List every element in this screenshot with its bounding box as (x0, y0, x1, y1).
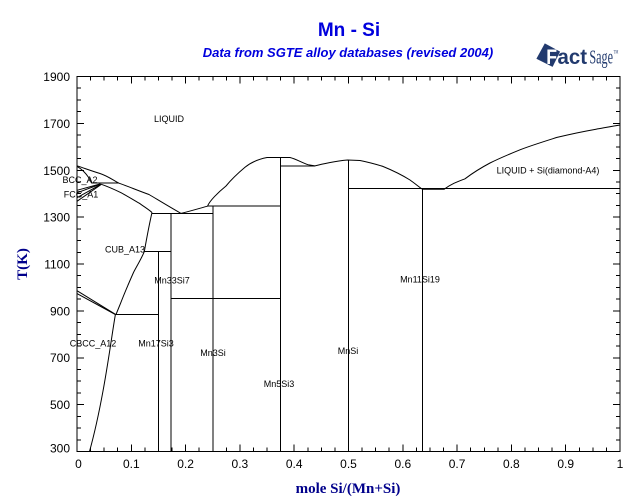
svg-text:0.6: 0.6 (394, 457, 411, 471)
svg-text:1700: 1700 (43, 117, 70, 131)
svg-text:300: 300 (50, 442, 70, 456)
svg-text:F: F (546, 46, 557, 69)
svg-text:1300: 1300 (43, 211, 70, 225)
svg-text:Mn3Si: Mn3Si (200, 348, 226, 358)
svg-text:0.1: 0.1 (123, 457, 140, 471)
svg-text:0.8: 0.8 (503, 457, 520, 471)
svg-text:FCC_A1: FCC_A1 (64, 190, 99, 200)
svg-text:Mn11Si19: Mn11Si19 (400, 275, 440, 285)
svg-text:act: act (558, 46, 588, 69)
svg-text:0.5: 0.5 (340, 457, 357, 471)
svg-text:CUB_A13: CUB_A13 (105, 245, 145, 255)
svg-text:LIQUID: LIQUID (154, 114, 185, 124)
svg-text:LIQUID + Si(diamond-A4): LIQUID + Si(diamond-A4) (497, 166, 600, 176)
svg-text:Mn17Si3: Mn17Si3 (138, 339, 174, 349)
svg-text:900: 900 (50, 304, 70, 318)
svg-text:1900: 1900 (43, 70, 70, 84)
svg-text:T(K): T(K) (15, 248, 31, 280)
svg-text:BCC_A2: BCC_A2 (62, 175, 97, 185)
svg-text:mole Si/(Mn+Si): mole Si/(Mn+Si) (296, 481, 401, 497)
svg-text:0.2: 0.2 (177, 457, 194, 471)
svg-text:1: 1 (617, 457, 624, 471)
svg-text:TM: TM (614, 51, 619, 56)
svg-text:1100: 1100 (44, 258, 70, 272)
svg-text:0.9: 0.9 (557, 457, 574, 471)
svg-text:CBCC_A12: CBCC_A12 (70, 339, 117, 349)
svg-text:1500: 1500 (43, 164, 70, 178)
svg-text:Mn - Si: Mn - Si (318, 20, 380, 41)
svg-text:Mn5Si3: Mn5Si3 (264, 379, 295, 389)
svg-text:0.7: 0.7 (449, 457, 466, 471)
svg-text:700: 700 (50, 351, 70, 365)
svg-text:MnSi: MnSi (338, 346, 359, 356)
svg-text:0.4: 0.4 (286, 457, 303, 471)
svg-text:Mn33Si7: Mn33Si7 (154, 276, 190, 286)
svg-text:500: 500 (50, 398, 70, 412)
svg-text:0.3: 0.3 (232, 457, 249, 471)
svg-text:Data from SGTE alloy databases: Data from SGTE alloy databases (revised … (203, 45, 493, 60)
svg-text:0: 0 (75, 457, 82, 471)
svg-text:Sage: Sage (589, 46, 613, 68)
